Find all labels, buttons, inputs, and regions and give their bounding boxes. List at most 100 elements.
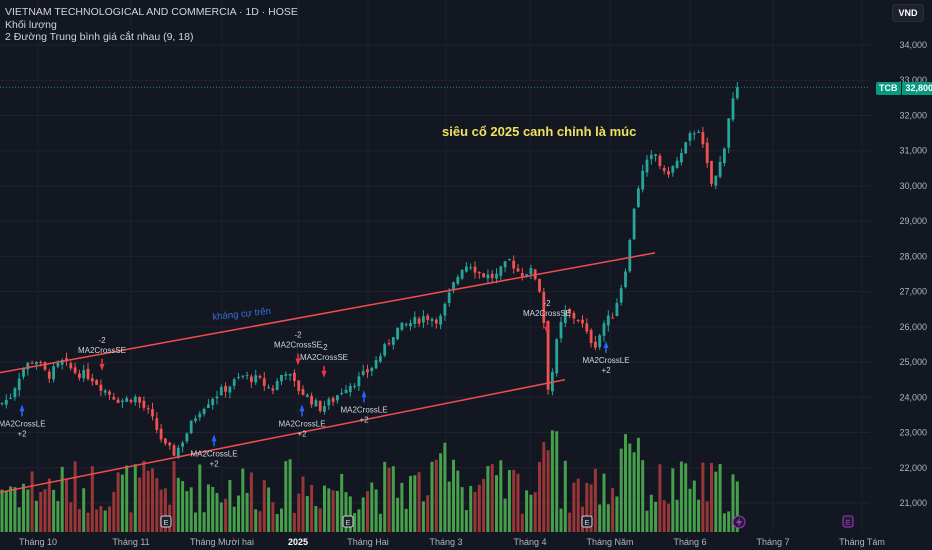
- volume-bar: [684, 463, 688, 532]
- candle-body: [400, 322, 404, 330]
- candle-body: [241, 375, 245, 377]
- candle-body: [142, 400, 146, 408]
- volume-bar: [439, 453, 443, 532]
- earnings-marker-icon: [842, 515, 854, 528]
- volume-bar: [542, 442, 546, 532]
- y-tick-label: 28,000: [899, 251, 927, 261]
- volume-bar: [525, 490, 529, 532]
- candle-body: [305, 394, 309, 397]
- candle-body: [598, 335, 602, 348]
- volume-bar: [82, 488, 86, 532]
- volume-bar: [129, 512, 133, 532]
- signal-qty: -2: [320, 343, 328, 352]
- volume-bar: [155, 478, 159, 532]
- candle-body: [228, 386, 232, 393]
- earnings-marker-icon: [160, 515, 172, 528]
- volume-bar: [52, 489, 56, 532]
- volume-bar: [387, 467, 391, 532]
- volume-bar: [198, 464, 202, 532]
- volume-bar: [701, 462, 705, 532]
- candle-body: [606, 315, 610, 326]
- candle-body: [735, 87, 739, 99]
- x-tick-label: Tháng 3: [429, 537, 462, 547]
- candle-body: [237, 376, 240, 378]
- volume-bar: [413, 475, 417, 532]
- x-tick-label: Tháng Tám: [839, 537, 885, 547]
- earnings-marker-letter: E: [845, 518, 850, 527]
- candle-body: [581, 319, 584, 324]
- candle-body: [714, 175, 718, 186]
- indicator-legend[interactable]: 2 Đường Trung bình giá cắt nhau (9, 18): [5, 31, 194, 43]
- signal-qty: -2: [543, 299, 551, 308]
- candle-body: [9, 397, 12, 399]
- candle-body: [172, 445, 176, 456]
- volume-bar: [288, 459, 292, 532]
- volume-bar: [202, 512, 206, 532]
- symbol-title[interactable]: VIETNAM TECHNOLOGICAL AND COMMERCIA · 1D…: [5, 6, 298, 18]
- volume-legend[interactable]: Khối lượng: [5, 18, 57, 31]
- candle-body: [439, 315, 442, 325]
- candle-body: [632, 208, 636, 240]
- volume-bar: [331, 490, 335, 532]
- candle-body: [645, 159, 649, 173]
- volume-bar: [705, 501, 709, 532]
- candle-body: [452, 282, 455, 291]
- candle-body: [271, 388, 275, 391]
- candle-body: [602, 323, 606, 336]
- candle-body: [245, 375, 249, 377]
- y-tick-label: 34,000: [899, 40, 927, 50]
- candle-body: [404, 324, 408, 326]
- candle-body: [684, 142, 688, 154]
- volume-bar: [116, 472, 120, 532]
- candle-body: [675, 160, 679, 168]
- volume-bar: [718, 464, 722, 532]
- volume-bar: [194, 512, 197, 532]
- volume-bar: [434, 459, 438, 532]
- volume-bar: [443, 442, 447, 532]
- volume-bar: [65, 478, 68, 532]
- volume-bar: [589, 484, 593, 532]
- candle-body: [555, 339, 559, 374]
- volume-bar: [254, 509, 258, 532]
- volume-bar: [323, 485, 326, 532]
- candle-body: [207, 404, 210, 408]
- candle-body: [701, 132, 705, 145]
- candle-body: [495, 273, 498, 279]
- volume-bar: [232, 506, 236, 532]
- candle-body: [43, 362, 47, 370]
- volume-bar: [602, 473, 606, 532]
- volume-bar: [512, 469, 516, 532]
- candle-body: [379, 356, 382, 362]
- volume-bar: [284, 461, 288, 532]
- candle-body: [654, 154, 657, 157]
- lightning-glyph: [736, 517, 742, 527]
- x-tick-label: Tháng Năm: [586, 537, 633, 547]
- volume-bar: [568, 512, 572, 532]
- volume-bar: [77, 509, 81, 532]
- volume-bar: [572, 482, 576, 532]
- candle-body: [447, 292, 451, 303]
- candle-body: [254, 375, 258, 383]
- y-tick-label: 23,000: [899, 428, 927, 438]
- volume-bar: [559, 508, 563, 532]
- candle-body: [637, 188, 640, 207]
- volume-bar: [533, 492, 537, 532]
- candle-body: [60, 360, 64, 365]
- candle-body: [576, 319, 580, 321]
- volume-bar: [649, 494, 653, 532]
- candle-body: [232, 379, 236, 386]
- candle-body: [559, 322, 563, 339]
- currency-button[interactable]: VND: [892, 4, 924, 22]
- candle-body: [731, 98, 735, 120]
- signal-qty: +2: [359, 415, 369, 424]
- volume-bar: [22, 483, 25, 532]
- chart-note[interactable]: siêu cổ 2025 canh chỉnh là múc: [442, 124, 637, 139]
- candle-body: [465, 266, 468, 272]
- volume-bar: [409, 475, 412, 532]
- candle-body: [538, 278, 541, 292]
- volume-bar: [318, 508, 322, 532]
- volume-bar: [378, 513, 382, 532]
- volume-bar: [151, 468, 154, 532]
